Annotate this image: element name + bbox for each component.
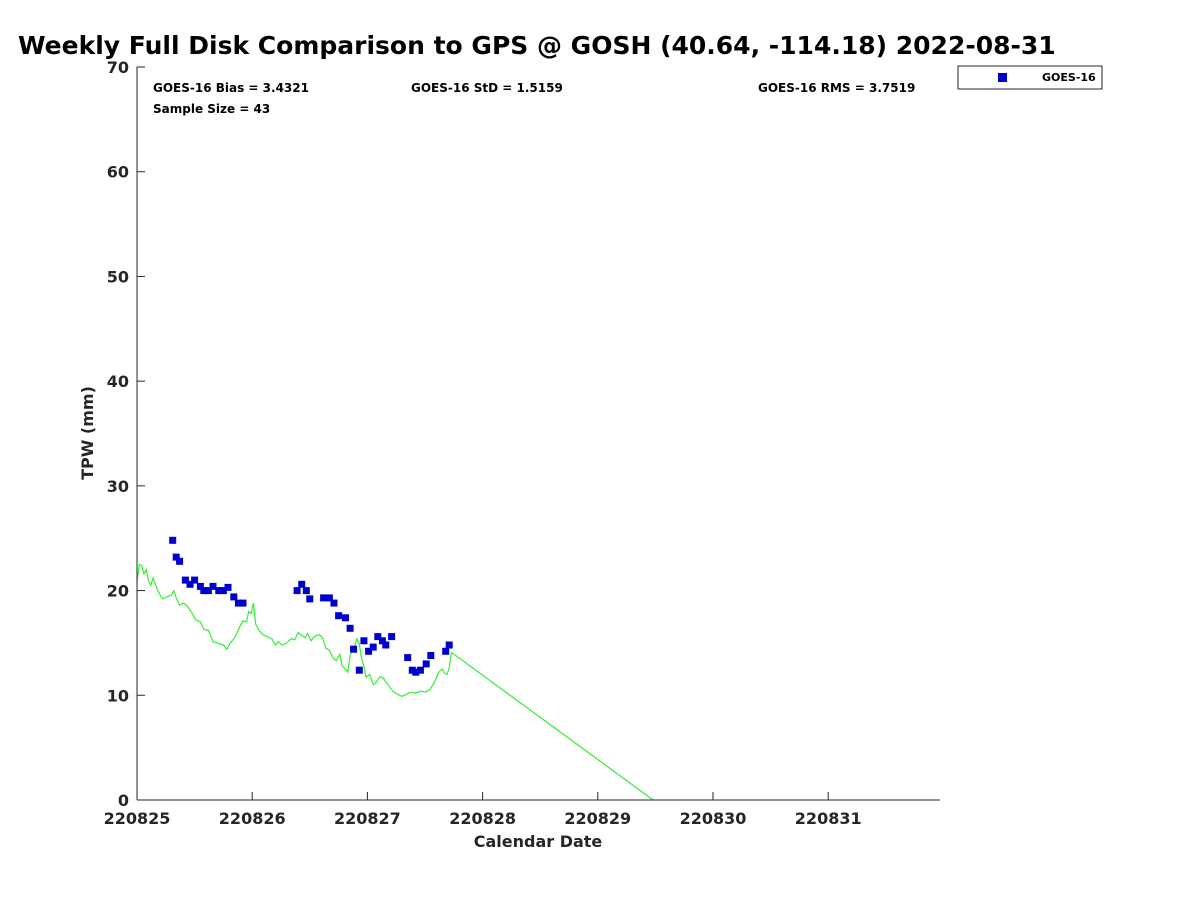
y-axis-label: TPW (mm) bbox=[78, 386, 97, 480]
legend: GOES-16 bbox=[957, 65, 1103, 90]
x-tick-label: 220825 bbox=[104, 809, 171, 828]
goes16-point bbox=[215, 587, 223, 595]
chart-title: Weekly Full Disk Comparison to GPS @ GOS… bbox=[18, 31, 1056, 60]
goes16-point bbox=[306, 595, 314, 603]
goes16-point bbox=[422, 660, 430, 668]
goes16-point bbox=[186, 580, 194, 588]
goes16-point bbox=[230, 593, 238, 601]
goes16-points-layer bbox=[169, 536, 453, 676]
plot-area: 220825 220826 220827 220828 220829 220830 2208… bbox=[104, 58, 940, 828]
goes16-point bbox=[181, 576, 189, 584]
goes16-point bbox=[346, 624, 354, 632]
gps-series-line bbox=[136, 563, 654, 801]
goes16-point bbox=[320, 594, 328, 602]
x-tick-label: 220826 bbox=[219, 809, 286, 828]
goes16-point bbox=[442, 647, 450, 655]
stat-sample-size: Sample Size = 43 bbox=[153, 102, 270, 116]
goes16-point bbox=[176, 557, 184, 565]
stat-std: GOES-16 StD = 1.5159 bbox=[411, 81, 563, 95]
goes16-point bbox=[200, 587, 208, 595]
goes16-point bbox=[224, 583, 232, 591]
goes16-point bbox=[382, 641, 390, 649]
goes16-point bbox=[416, 666, 424, 674]
y-tick-label: 50 bbox=[107, 267, 129, 286]
goes16-point bbox=[169, 536, 177, 544]
goes16-point bbox=[302, 587, 310, 595]
stat-rms: GOES-16 RMS = 3.7519 bbox=[758, 81, 915, 95]
goes16-point bbox=[330, 599, 338, 607]
x-tick-label: 220827 bbox=[334, 809, 401, 828]
legend-marker-goes16 bbox=[998, 73, 1007, 82]
y-tick-label: 30 bbox=[107, 477, 129, 496]
goes16-point bbox=[172, 553, 180, 561]
goes16-point bbox=[298, 580, 306, 588]
y-tick-label: 40 bbox=[107, 372, 129, 391]
x-tick-label: 220831 bbox=[795, 809, 862, 828]
x-tick-label: 220830 bbox=[680, 809, 747, 828]
y-tick-label: 10 bbox=[107, 686, 129, 705]
goes16-point bbox=[196, 582, 204, 590]
goes16-point bbox=[209, 582, 217, 590]
goes16-point bbox=[335, 612, 343, 620]
goes16-point bbox=[219, 587, 227, 595]
legend-box bbox=[957, 65, 1103, 90]
goes16-point bbox=[234, 599, 242, 607]
goes16-point bbox=[204, 587, 212, 595]
x-ticks: 220825 220826 220827 220828 220829 220830 2208… bbox=[104, 792, 862, 828]
legend-label-goes16: GOES-16 bbox=[1042, 71, 1096, 84]
y-tick-label: 60 bbox=[107, 163, 129, 182]
y-tick-label: 20 bbox=[107, 582, 129, 601]
goes16-point bbox=[369, 643, 377, 651]
y-tick-label: 0 bbox=[118, 791, 129, 810]
stat-bias: GOES-16 Bias = 3.4321 bbox=[153, 81, 309, 95]
goes16-point bbox=[293, 587, 301, 595]
goes16-point bbox=[445, 641, 453, 649]
goes16-point bbox=[191, 576, 199, 584]
y-tick-label: 70 bbox=[107, 58, 129, 77]
goes16-point bbox=[325, 594, 333, 602]
goes16-point bbox=[374, 633, 382, 641]
goes16-point bbox=[412, 668, 420, 676]
goes16-point bbox=[355, 666, 363, 674]
goes16-point bbox=[404, 654, 412, 662]
gps-line-layer bbox=[136, 563, 654, 801]
x-tick-label: 220829 bbox=[564, 809, 631, 828]
axes bbox=[136, 67, 940, 801]
goes16-point bbox=[365, 647, 373, 655]
goes16-point bbox=[388, 633, 396, 641]
goes16-point bbox=[360, 637, 368, 645]
goes16-point bbox=[239, 599, 247, 607]
goes16-point bbox=[342, 614, 349, 622]
x-axis-label: Calendar Date bbox=[474, 832, 603, 851]
y-ticks: 0 10 20 30 40 50 60 70 bbox=[107, 58, 145, 810]
goes16-point bbox=[378, 637, 386, 645]
x-tick-label: 220828 bbox=[449, 809, 516, 828]
goes16-point bbox=[350, 645, 358, 653]
goes16-point bbox=[427, 652, 435, 659]
